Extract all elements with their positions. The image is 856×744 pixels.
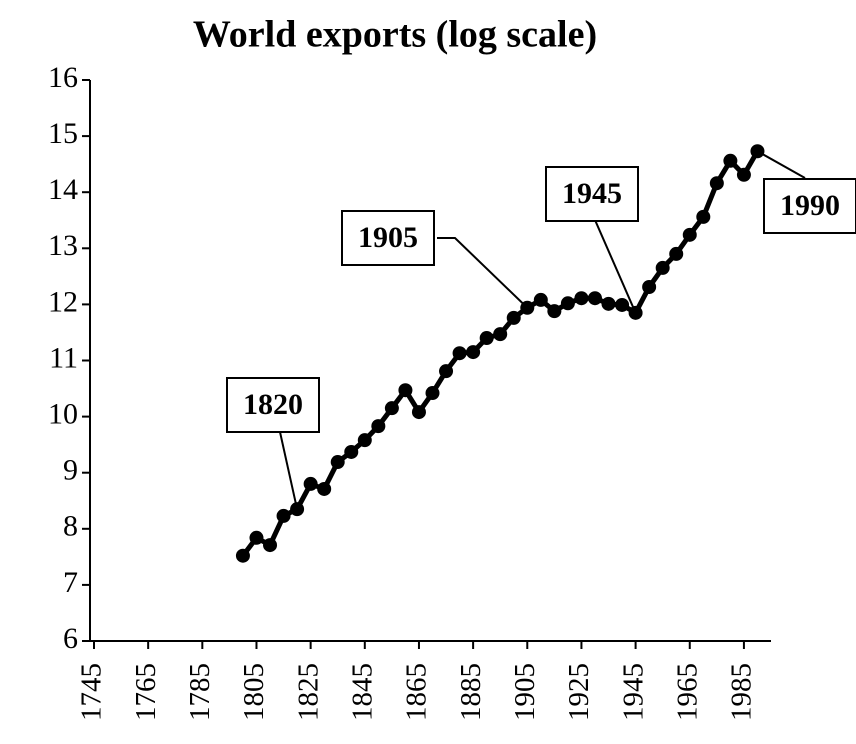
x-tick-label: 1905 xyxy=(509,663,541,721)
data-point xyxy=(682,227,697,242)
data-point xyxy=(317,481,332,496)
y-tick-label: 11 xyxy=(49,341,78,374)
annotation-line xyxy=(279,431,299,510)
x-tick-label: 1965 xyxy=(671,663,703,721)
data-point xyxy=(493,327,508,342)
x-tick-label: 1745 xyxy=(76,663,108,721)
y-tick-label: 8 xyxy=(63,510,78,543)
data-line xyxy=(240,150,760,558)
data-point xyxy=(357,433,372,448)
annotation-line xyxy=(756,150,806,179)
x-tick-label: 1865 xyxy=(401,663,433,721)
y-tick-label: 10 xyxy=(48,397,78,430)
data-point xyxy=(398,383,413,398)
x-tick-label: 1825 xyxy=(292,663,324,721)
x-tick-label: 1945 xyxy=(617,663,649,721)
data-point xyxy=(439,364,454,379)
data-point xyxy=(547,304,562,319)
data-point xyxy=(425,386,440,401)
y-tick-label: 12 xyxy=(48,285,78,318)
x-tick-label: 1765 xyxy=(130,663,162,721)
x-tick-label: 1885 xyxy=(455,663,487,721)
data-point xyxy=(506,310,521,325)
data-point xyxy=(615,297,630,312)
data-point xyxy=(344,444,359,459)
y-tick-label: 15 xyxy=(48,117,78,150)
x-tick-label: 1805 xyxy=(238,663,270,721)
x-tick-label: 1985 xyxy=(726,663,758,721)
x-tick-label: 1785 xyxy=(184,663,216,721)
y-tick-label: 16 xyxy=(48,61,78,94)
annotation-box xyxy=(545,166,639,222)
data-point xyxy=(371,419,386,434)
y-tick-label: 14 xyxy=(48,173,78,206)
data-point xyxy=(587,291,602,306)
annotation-line xyxy=(594,219,637,314)
data-point xyxy=(655,260,670,275)
data-point xyxy=(736,167,751,182)
data-point xyxy=(249,530,264,545)
annotation-box xyxy=(341,210,435,266)
data-point xyxy=(696,209,711,224)
data-point xyxy=(709,176,724,191)
y-tick-label: 7 xyxy=(63,566,78,599)
data-point xyxy=(276,508,291,523)
annotation-label: 1820 xyxy=(243,388,303,421)
chart-title: World exports (log scale) xyxy=(193,14,597,56)
annotation-label: 1945 xyxy=(562,177,622,210)
data-point xyxy=(669,246,684,261)
data-point xyxy=(642,280,657,295)
data-point xyxy=(533,292,548,307)
x-tick-label: 1925 xyxy=(563,663,595,721)
data-point xyxy=(384,401,399,416)
x-tick-label: 1845 xyxy=(346,663,378,721)
data-point xyxy=(411,405,426,420)
data-point xyxy=(601,296,616,311)
y-tick-label: 9 xyxy=(63,454,78,487)
annotation-label: 1905 xyxy=(358,221,418,254)
annotation-box xyxy=(226,377,320,433)
y-tick-label: 6 xyxy=(63,622,78,655)
data-point xyxy=(452,346,467,361)
annotation-line xyxy=(437,237,528,309)
data-point xyxy=(479,331,494,346)
annotation-label: 1990 xyxy=(780,189,840,222)
data-point xyxy=(574,291,589,306)
data-point xyxy=(263,538,278,553)
data-point xyxy=(290,502,305,517)
y-tick-label: 13 xyxy=(48,229,78,262)
data-point xyxy=(466,345,481,360)
data-point xyxy=(235,548,250,563)
data-point xyxy=(560,296,575,311)
data-point xyxy=(330,455,345,470)
annotation-box xyxy=(763,178,856,234)
data-point xyxy=(303,476,318,491)
data-point xyxy=(723,153,738,168)
